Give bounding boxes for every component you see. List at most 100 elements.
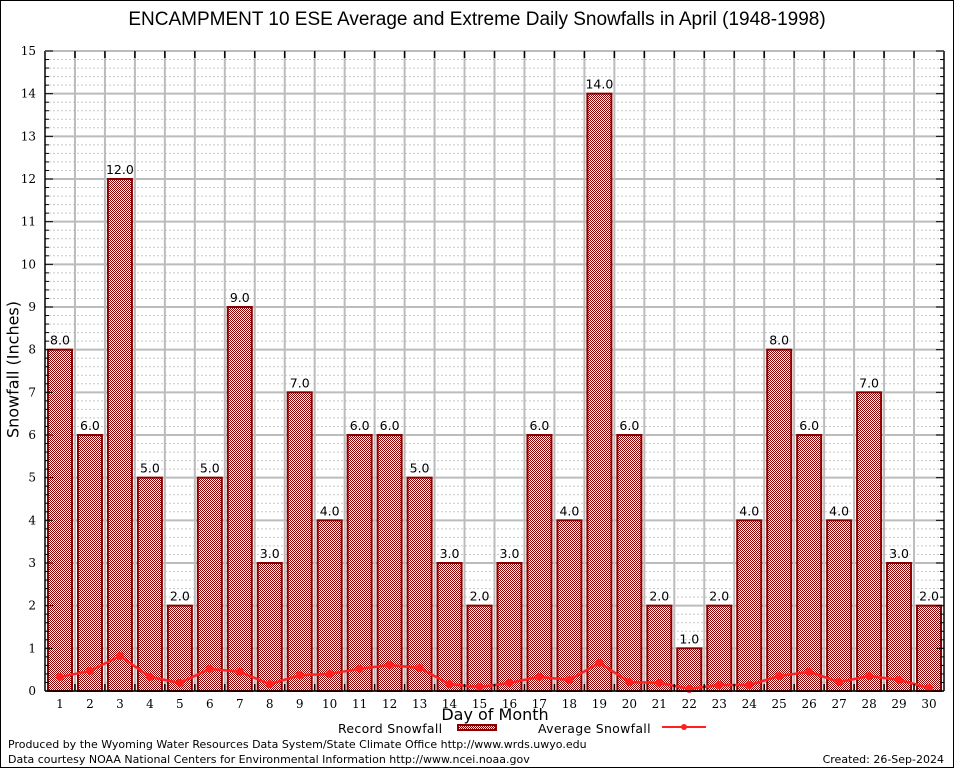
x-tick-label: 23 [712,697,727,711]
x-tick-label: 2 [86,697,94,711]
average-point-day-14 [445,680,454,689]
y-tick-label: 12 [21,172,36,186]
x-tick-label: 5 [176,697,184,711]
bar-record-day-11 [346,434,373,692]
data-label: 5.0 [410,461,430,476]
average-point-day-8 [265,680,274,689]
average-point-day-10 [325,669,334,678]
x-axis-label: Day of Month [441,705,549,724]
average-point-day-13 [415,663,424,672]
y-tick-label: 8 [28,343,36,357]
data-label: 7.0 [290,375,310,390]
bar-record-day-8 [256,562,283,692]
bar-record-day-3 [106,178,133,692]
data-label: 2.0 [709,589,729,604]
bar-record-day-12 [376,434,403,692]
x-tick-label: 12 [382,697,397,711]
y-tick-label: 11 [21,215,36,229]
data-label: 2.0 [470,589,490,604]
bar-record-day-2 [76,434,103,692]
data-label: 6.0 [530,418,550,433]
x-tick-label: 15 [472,697,487,711]
average-point-day-9 [295,671,304,680]
x-tick-label: 26 [802,697,817,711]
average-point-day-3 [115,652,124,661]
average-point-day-6 [205,664,214,673]
y-tick-label: 5 [28,471,36,485]
average-point-day-11 [355,664,364,673]
average-point-day-21 [655,678,664,687]
x-tick-label: 18 [562,697,577,711]
bar-record-day-29 [886,562,913,692]
x-tick-label: 19 [592,697,607,711]
data-label: 4.0 [739,503,759,518]
footer-produced-by: Produced by the Wyoming Water Resources … [8,738,587,751]
bar-record-day-20 [616,434,643,692]
data-label: 3.0 [889,546,909,561]
y-tick-label: 1 [28,641,36,655]
bar-record-day-16 [496,562,523,692]
average-point-day-23 [715,681,724,690]
chart-title: ENCAMPMENT 10 ESE Average and Extreme Da… [128,9,826,30]
x-tick-label: 21 [652,697,667,711]
bar-record-day-19 [586,92,613,692]
average-point-day-19 [595,658,604,667]
y-tick-label: 15 [21,44,36,58]
data-label: 6.0 [380,418,400,433]
y-tick-label: 3 [28,556,36,570]
data-label: 3.0 [260,546,280,561]
y-tick-label: 10 [21,257,36,271]
average-point-day-16 [505,678,514,687]
x-tick-label: 28 [861,697,876,711]
legend-average-label: Average Snowfall [538,721,651,736]
bar-record-day-17 [526,434,553,692]
y-tick-label: 2 [28,599,36,613]
average-point-day-1 [55,672,64,681]
x-tick-label: 10 [322,697,337,711]
x-tick-label: 29 [891,697,906,711]
bar-record-day-18 [556,519,583,692]
average-point-day-18 [565,675,574,684]
data-label: 5.0 [200,461,220,476]
data-label: 12.0 [106,162,134,177]
x-tick-label: 7 [236,697,244,711]
x-tick-label: 9 [296,697,304,711]
data-label: 4.0 [559,503,579,518]
average-point-day-24 [745,681,754,690]
y-tick-label: 6 [28,428,36,442]
x-tick-label: 24 [742,697,758,711]
average-point-day-7 [235,667,244,676]
data-label: 5.0 [140,461,160,476]
x-tick-label: 13 [412,697,427,711]
bar-record-day-21 [646,604,673,693]
bar-record-day-26 [796,434,823,692]
bar-record-day-14 [436,562,463,692]
bar-record-day-9 [286,391,313,692]
data-label: 9.0 [230,290,250,305]
average-point-day-15 [475,683,484,692]
bar-record-day-6 [196,476,223,692]
bar-record-day-4 [136,476,163,692]
data-label: 3.0 [500,546,520,561]
x-tick-label: 17 [532,697,547,711]
footer-created: Created: 26-Sep-2024 [822,753,944,766]
data-label: 6.0 [350,418,370,433]
x-tick-label: 6 [206,697,214,711]
data-label: 2.0 [919,589,939,604]
bar-record-day-25 [766,348,793,692]
data-label: 14.0 [585,77,613,92]
x-tick-label: 16 [502,697,517,711]
bar-record-day-23 [706,604,733,693]
x-tick-label: 14 [442,697,458,711]
bar-record-day-24 [736,519,763,692]
average-point-day-26 [805,667,814,676]
data-label: 4.0 [829,503,849,518]
x-tick-label: 20 [622,697,637,711]
x-tick-label: 3 [116,697,124,711]
average-point-day-4 [145,672,154,681]
legend-record-label: Record Snowfall [338,721,443,736]
average-point-day-28 [865,672,874,681]
data-label: 3.0 [440,546,460,561]
average-point-day-20 [625,678,634,687]
